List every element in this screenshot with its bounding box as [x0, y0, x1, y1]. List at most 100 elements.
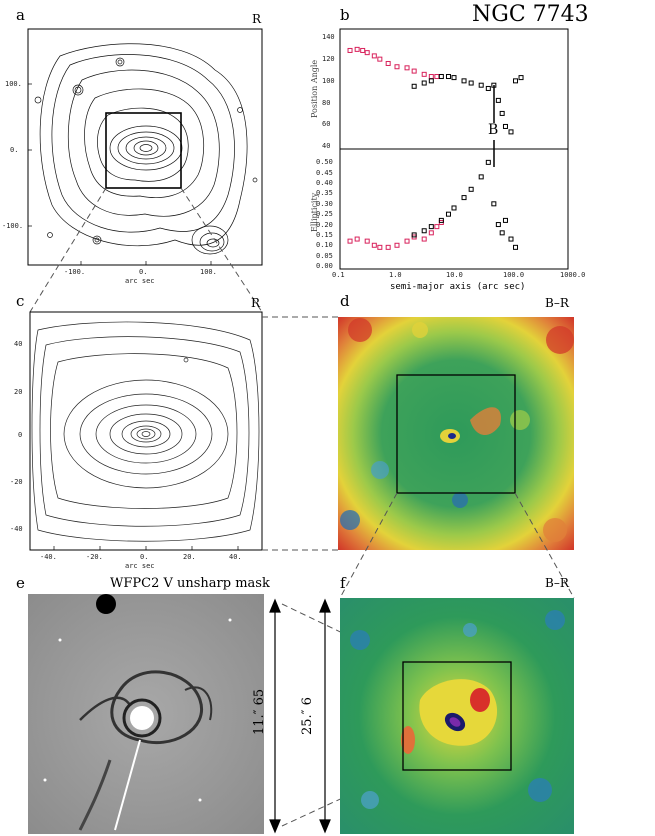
ell-ytick-9: 0.05	[316, 251, 333, 260]
c-xtick-2: -20.	[86, 553, 103, 561]
pa-ylabel: Position Angle	[310, 59, 319, 118]
ell-ytick-7: 0.15	[316, 230, 333, 239]
panel-a-plot	[27, 28, 263, 266]
panel-b-plot	[339, 28, 569, 270]
ell-point-0-10	[428, 230, 434, 236]
pa-point-0-9	[411, 68, 417, 74]
pa-point-1-0	[411, 83, 417, 89]
ell-point-0-9	[421, 236, 427, 242]
panel-c-band: R	[251, 296, 261, 310]
pa-point-1-14	[508, 129, 514, 135]
ell-ytick-6: 0.20	[316, 220, 333, 229]
pa-point-1-10	[491, 82, 497, 88]
panel-e-image	[28, 594, 264, 834]
ell-point-1-6	[461, 195, 467, 201]
b-xtick-0: 0.1	[332, 271, 345, 279]
ell-point-0-0	[347, 238, 353, 244]
ell-point-1-7	[468, 186, 474, 192]
panel-e-label: e	[16, 574, 25, 592]
ell-point-1-12	[499, 230, 505, 236]
zoom-lines-c-d	[262, 316, 338, 551]
ell-point-1-8	[478, 174, 484, 180]
ell-ytick-1: 0.45	[316, 168, 333, 177]
a-xtick-1: -100.	[64, 268, 86, 276]
panel-a-label: a	[16, 6, 25, 24]
panel-f-label: f	[340, 574, 346, 592]
ell-point-0-6	[394, 242, 400, 248]
ell-point-1-13	[502, 217, 508, 223]
zoom-lines-a-c	[29, 187, 263, 313]
scale-arrow-f	[319, 598, 331, 834]
scale-e-label: 11.″ 65	[252, 688, 267, 735]
ell-ytick-0: 0.50	[316, 158, 333, 167]
a-ytick-2: 0.	[10, 146, 19, 154]
panel-c-plot	[29, 311, 263, 551]
ell-point-0-7	[404, 238, 410, 244]
ell-point-1-10	[491, 201, 497, 207]
ell-point-1-9	[485, 159, 491, 165]
pa-point-0-3	[364, 50, 370, 56]
c-ytick-4: -20	[10, 478, 23, 486]
c-xtick-4: 20.	[183, 553, 196, 561]
ell-point-1-0	[411, 232, 417, 238]
a-ytick-1: 100.	[5, 80, 22, 88]
ell-point-1-3	[438, 217, 444, 223]
ell-ytick-10: 0.00	[316, 262, 333, 270]
pa-point-1-16	[518, 75, 524, 81]
ell-point-1-5	[451, 205, 457, 211]
panel-d-label: d	[340, 292, 350, 310]
c-xtick-3: 0.	[140, 553, 149, 561]
pa-point-1-13	[502, 123, 508, 129]
figure-title: NGC 7743	[472, 2, 589, 27]
pa-point-1-8	[478, 82, 484, 88]
ell-point-1-4	[445, 211, 451, 217]
pa-point-0-10	[421, 71, 427, 77]
position-angle-chart	[347, 46, 524, 135]
ell-point-0-3	[371, 242, 377, 248]
pa-ytick-3: 80	[322, 98, 331, 107]
a-xtick-2: 0.	[139, 268, 148, 276]
a-xlabel: arc sec	[125, 277, 155, 285]
pa-point-0-7	[394, 64, 400, 70]
ell-point-1-11	[495, 222, 501, 228]
pa-point-0-6	[385, 60, 391, 66]
b-xtick-3: 100.0	[503, 271, 525, 279]
c-xtick-1: -40.	[40, 553, 57, 561]
scale-arrow-e	[269, 598, 281, 834]
pa-point-0-12	[434, 74, 440, 80]
ell-ytick-3: 0.35	[316, 189, 333, 198]
ell-point-1-15	[513, 244, 519, 250]
pa-ytick-0: 140	[322, 33, 335, 42]
pa-point-1-11	[495, 97, 501, 103]
pa-point-1-15	[513, 78, 519, 84]
ell-point-0-11	[434, 224, 440, 230]
pa-point-0-5	[377, 56, 383, 62]
c-ytick-3: 0	[18, 431, 23, 439]
ell-point-1-1	[421, 228, 427, 234]
c-ytick-1: 40	[14, 340, 23, 348]
ell-point-0-2	[364, 238, 370, 244]
pa-point-1-12	[499, 110, 505, 116]
ell-ytick-2: 0.40	[316, 179, 333, 188]
panel-c-label: c	[16, 292, 25, 310]
b-xtick-2: 10.0	[446, 271, 463, 279]
panel-f-colormap	[340, 598, 574, 834]
pa-point-0-8	[404, 65, 410, 71]
pa-point-0-0	[347, 47, 353, 53]
pa-ytick-2: 100	[322, 76, 335, 85]
a-ytick-3: -100.	[2, 222, 24, 230]
b-xlabel: semi-major axis (arc sec)	[390, 282, 526, 292]
a-xtick-3: 100.	[200, 268, 217, 276]
ell-point-1-14	[508, 236, 514, 242]
ell-ytick-4: 0.30	[316, 199, 333, 208]
c-ytick-2: 20	[14, 388, 23, 396]
pa-point-0-2	[360, 47, 366, 53]
panel-d-band: B–R	[545, 296, 569, 310]
c-xlabel: arc sec	[125, 562, 155, 570]
panel-d-colormap	[338, 317, 574, 550]
scale-f-label: 25.″ 6	[300, 697, 315, 735]
pa-point-1-9	[485, 85, 491, 91]
pa-ytick-1: 120	[322, 55, 335, 64]
ell-ytick-8: 0.10	[316, 241, 333, 250]
c-xtick-5: 40.	[229, 553, 242, 561]
